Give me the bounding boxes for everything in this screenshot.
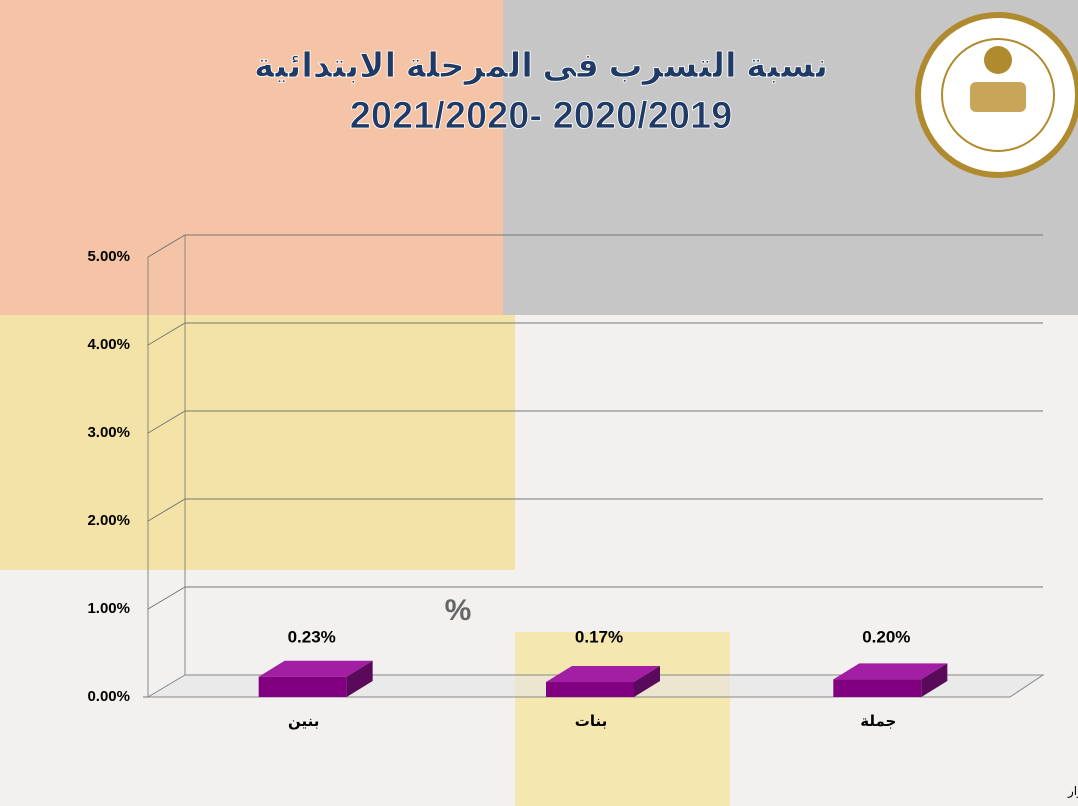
data-label: 0.17% bbox=[575, 627, 623, 646]
grid-line bbox=[147, 234, 1043, 258]
bar bbox=[833, 679, 922, 697]
bar bbox=[258, 676, 347, 697]
bar-side bbox=[346, 660, 373, 697]
bar-side bbox=[634, 666, 660, 697]
data-label: 0.23% bbox=[288, 627, 336, 646]
bar-side bbox=[921, 663, 948, 697]
grid-line bbox=[147, 586, 1043, 610]
footer: المؤشرات التعليمية 2022/2021 - - - الادا… bbox=[1067, 784, 1078, 799]
y-tick-label: 3.00% bbox=[87, 424, 130, 441]
background-block bbox=[0, 315, 515, 570]
y-tick-label: 1.00% bbox=[87, 600, 130, 617]
x-tick-label: بنات bbox=[575, 713, 607, 730]
bar-top bbox=[833, 663, 948, 680]
y-tick-label: 4.00% bbox=[87, 336, 130, 353]
grid-line bbox=[147, 410, 1043, 434]
chart-subtitle: 2021/2020- 2020/2019 bbox=[350, 95, 732, 137]
x-tick-label: بنين bbox=[288, 713, 319, 730]
bar bbox=[546, 682, 634, 697]
bar-top bbox=[258, 660, 373, 677]
ministry-logo bbox=[915, 12, 1078, 178]
x-tick-label: جملة bbox=[860, 713, 896, 730]
annotation: % bbox=[445, 594, 472, 627]
grid-line bbox=[147, 322, 1043, 346]
y-tick-label: 2.00% bbox=[87, 512, 130, 529]
y-tick-label: 5.00% bbox=[87, 248, 130, 265]
background-block bbox=[515, 632, 730, 806]
background-block bbox=[0, 0, 503, 315]
y-tick-label: 0.00% bbox=[87, 688, 130, 705]
grid-line bbox=[147, 498, 1043, 522]
bar-top bbox=[546, 666, 660, 683]
data-label: 0.20% bbox=[862, 627, 910, 646]
chart-title: نسبة التسرب فى المرحلة الابتدائية bbox=[254, 47, 828, 86]
